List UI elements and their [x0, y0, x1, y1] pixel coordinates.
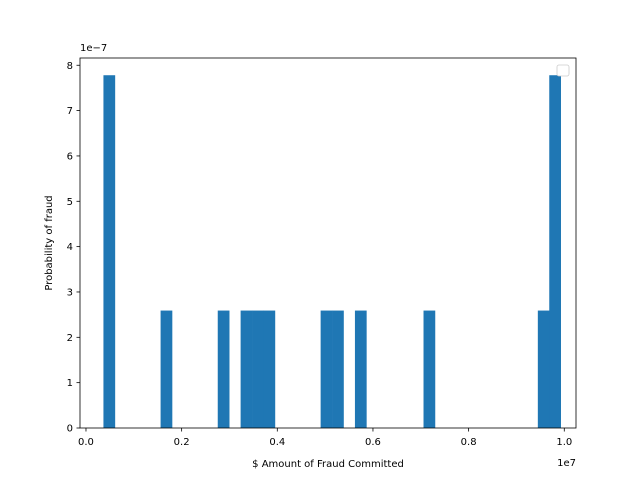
x-axis-ticks: 0.0 0.2 0.4 0.6 0.8 1.0: [78, 428, 572, 448]
x-tick-label: 0.6: [365, 437, 381, 448]
histogram-bar: [354, 310, 367, 428]
y-tick-label: 4: [67, 242, 73, 253]
histogram-bar: [332, 310, 344, 428]
x-axis-label: $ Amount of Fraud Committed: [252, 459, 404, 470]
legend: [556, 64, 570, 77]
x-axis-offset-label: 1e7: [557, 458, 576, 469]
x-tick-label: 1.0: [556, 437, 572, 448]
x-tick-label: 0.4: [269, 437, 285, 448]
y-tick-label: 0: [67, 424, 73, 435]
y-axis-offset-label: 1e−7: [80, 43, 107, 54]
x-tick-label: 0.8: [461, 437, 477, 448]
y-tick-label: 1: [67, 378, 73, 389]
y-axis-label: Probability of fraud: [44, 195, 55, 290]
bars-group: [103, 75, 561, 428]
histogram-bar: [252, 310, 264, 428]
y-tick-label: 3: [67, 287, 73, 298]
y-tick-label: 8: [67, 61, 73, 72]
histogram-bar: [160, 310, 173, 428]
histogram-bar: [549, 75, 561, 428]
plot-frame: [79, 57, 577, 429]
histogram-bar: [217, 310, 230, 428]
y-axis-ticks: 0 1 2 3 4 5 6 7 8: [67, 61, 80, 435]
y-tick-label: 2: [67, 333, 73, 344]
x-tick-label: 0.0: [78, 437, 94, 448]
legend-box: [556, 64, 570, 77]
x-tick-label: 0.2: [174, 437, 190, 448]
histogram-bar: [263, 310, 276, 428]
y-tick-label: 7: [67, 106, 73, 117]
histogram-bar: [103, 75, 116, 428]
y-tick-label: 6: [67, 151, 73, 162]
histogram-bar: [423, 310, 436, 428]
histogram-bar: [537, 310, 550, 428]
histogram-bar: [240, 310, 253, 428]
histogram-bar: [320, 310, 333, 428]
y-tick-label: 5: [67, 197, 73, 208]
